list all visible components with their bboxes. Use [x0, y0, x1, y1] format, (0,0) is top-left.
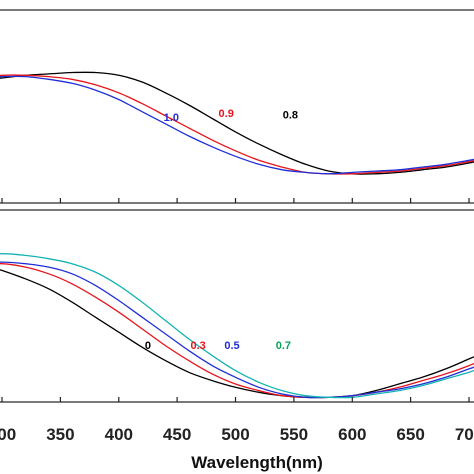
x-axis-title: Wavelength(nm): [191, 453, 323, 472]
bottom-label-0: 0: [145, 340, 151, 352]
bottom-label-0-5: 0.5: [224, 340, 239, 352]
top-label-1-0: 1.0: [164, 112, 179, 124]
x-tick-label-600: 600: [338, 425, 366, 444]
top-panel-curves: [0, 71, 474, 175]
x-tick-label-400: 400: [105, 425, 133, 444]
top-label-0-8: 0.8: [283, 110, 298, 122]
bottom-series-0-3: [0, 263, 474, 399]
bottom-panel-curves: [0, 253, 474, 399]
bottom-panel-series-labels: 0 0.3 0.5 0.7: [145, 340, 291, 352]
x-tick-label-650: 650: [396, 425, 424, 444]
x-tick-label-700: 700: [455, 425, 474, 444]
top-series-0-9: [0, 74, 474, 175]
x-tick-label-500: 500: [221, 425, 249, 444]
top-series-1-0: [0, 75, 474, 175]
top-panel-ticks: [1, 198, 470, 203]
top-panel-series-labels: 1.0 0.9 0.8: [164, 108, 298, 124]
bottom-panel-frame: [0, 209, 474, 403]
x-tick-label-300: 300: [0, 425, 16, 444]
top-series-0-8: [0, 71, 474, 175]
bottom-series-0-7: [0, 253, 474, 399]
bottom-series-0: [0, 269, 474, 399]
bottom-label-0-7: 0.7: [276, 340, 291, 352]
bottom-panel-ticks: [1, 397, 470, 402]
top-label-0-9: 0.9: [219, 108, 234, 120]
x-tick-label-350: 350: [46, 425, 74, 444]
x-tick-label-550: 550: [280, 425, 308, 444]
x-axis-tick-labels: 300 350 400 450 500 550 600 650 700: [0, 425, 474, 444]
top-panel-frame: [0, 9, 474, 204]
bottom-label-0-3: 0.3: [190, 340, 205, 352]
bottom-series-0-5: [0, 261, 474, 399]
top-panel: 1.0 0.9 0.8: [0, 9, 474, 204]
bottom-panel: 0 0.3 0.5 0.7: [0, 209, 474, 403]
x-tick-label-450: 450: [163, 425, 191, 444]
